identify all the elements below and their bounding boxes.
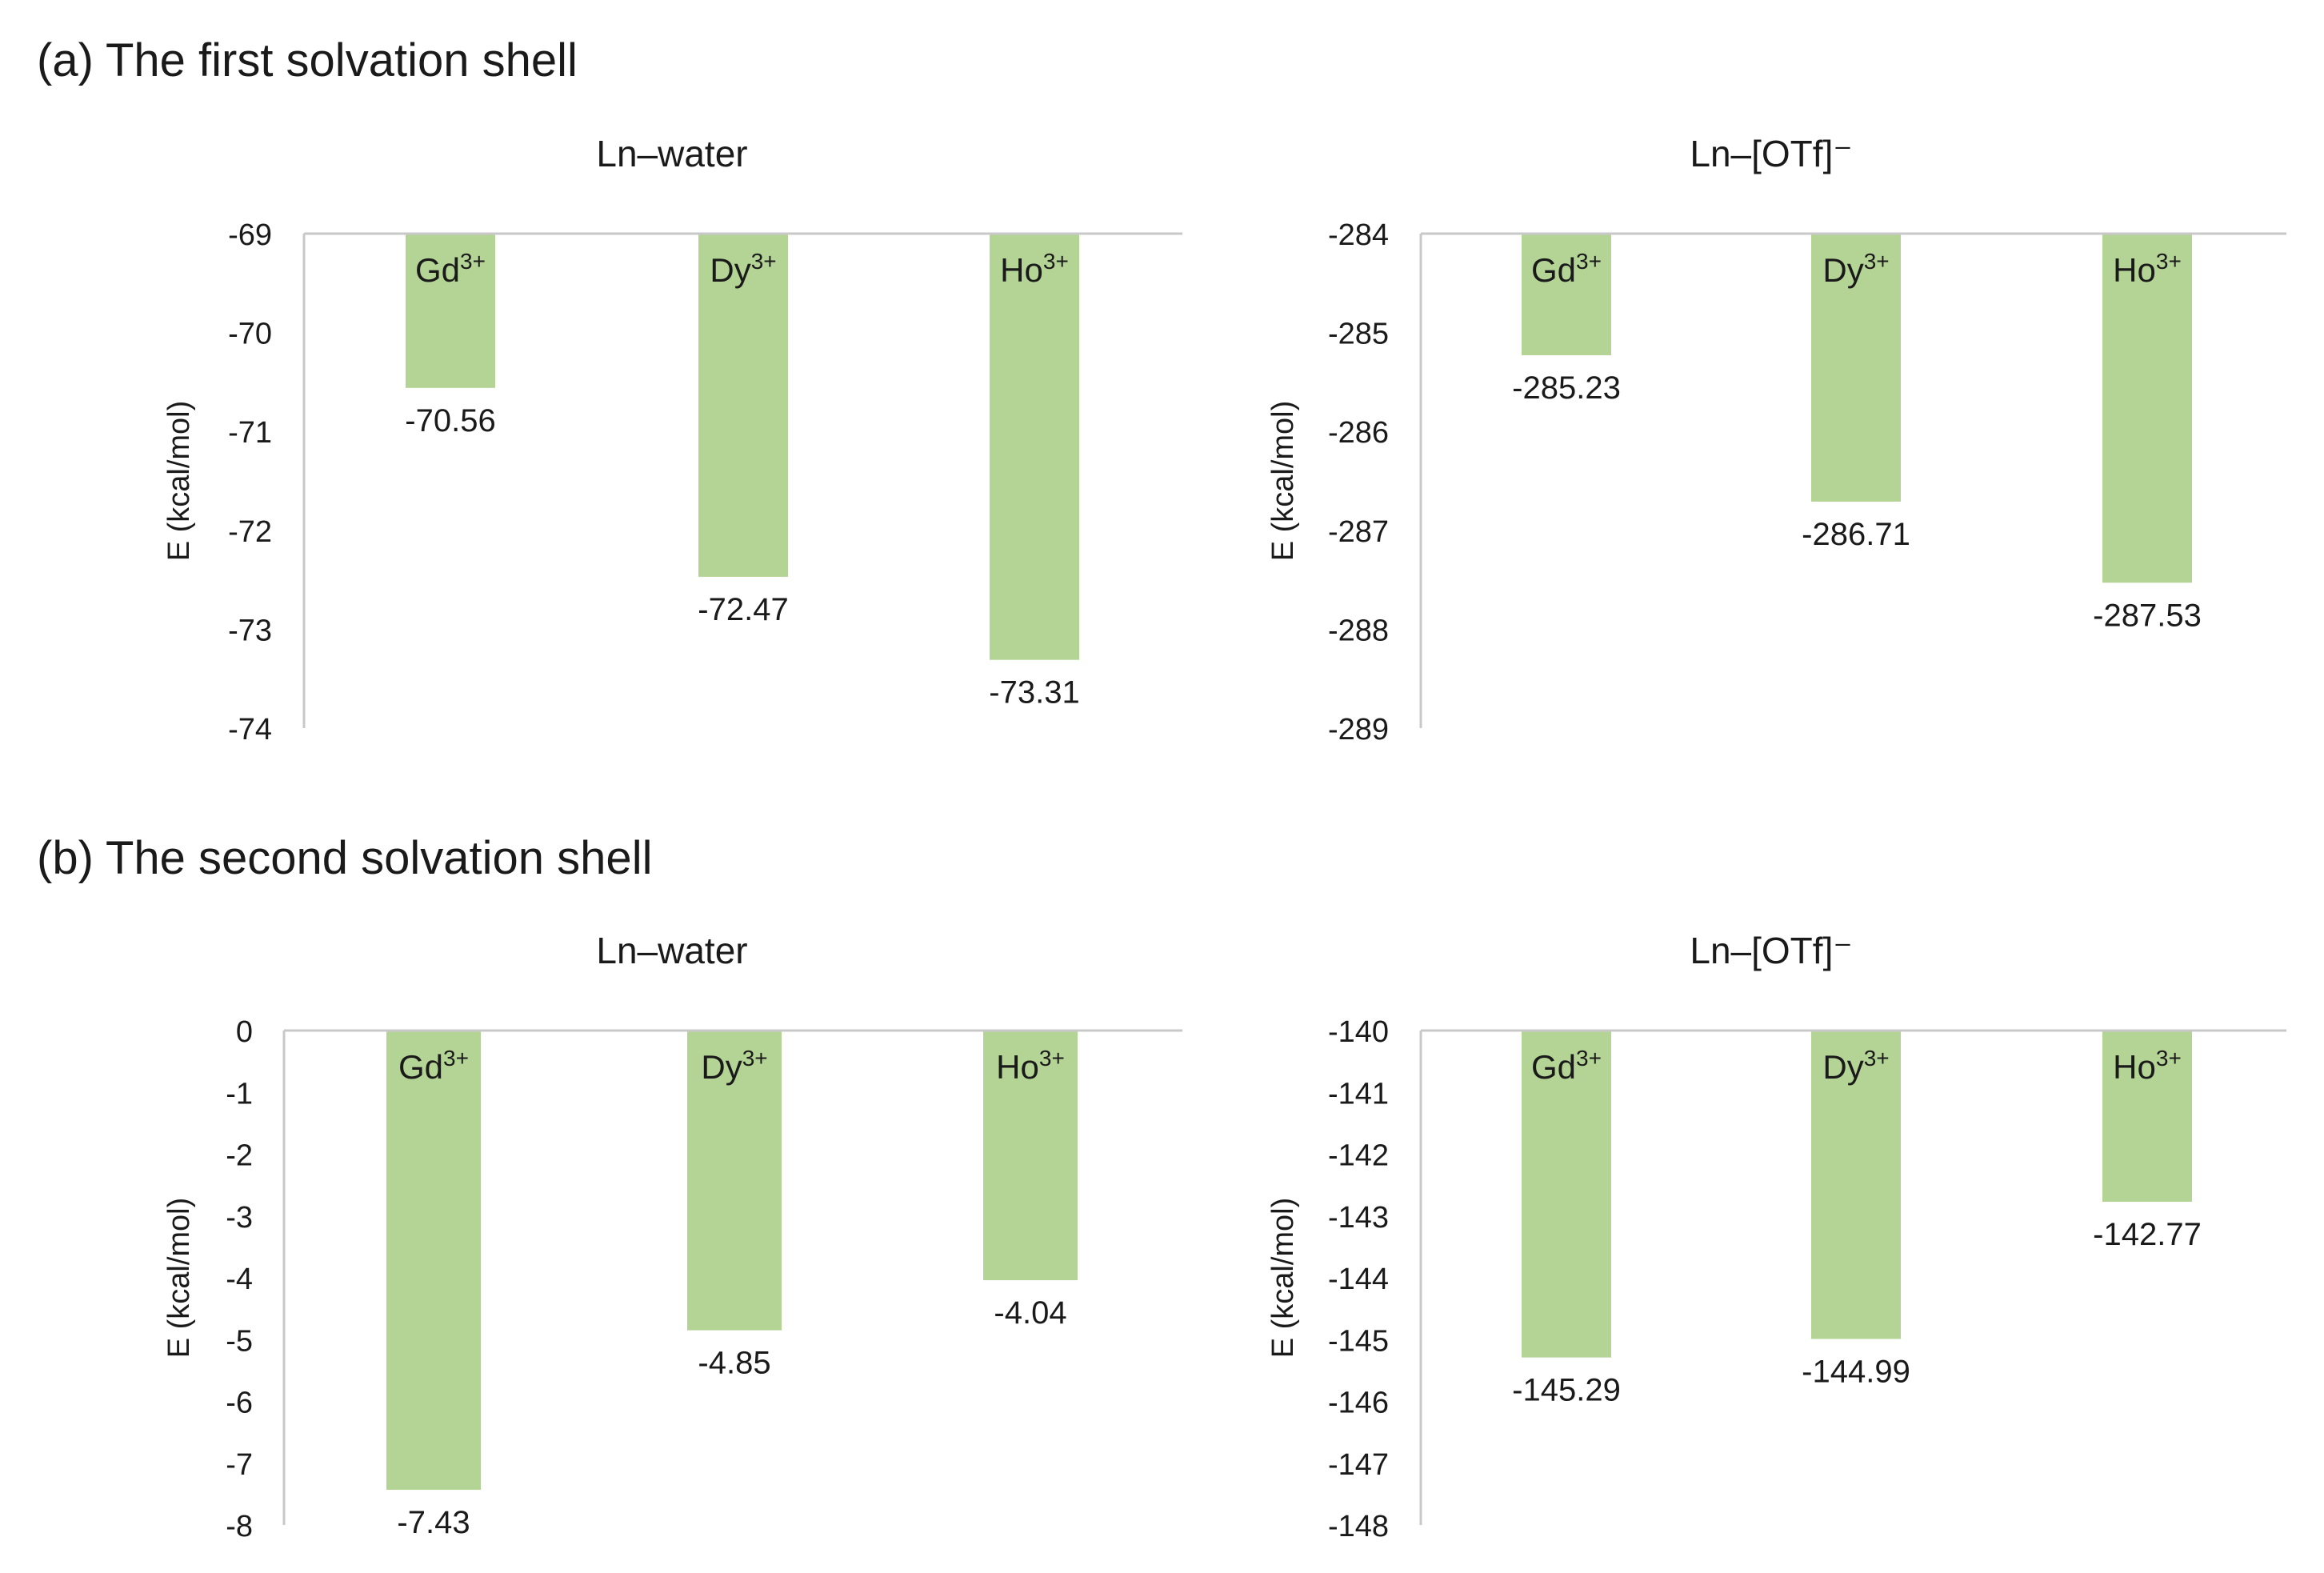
bar xyxy=(1811,1031,1901,1339)
y-tick-label: -146 xyxy=(1328,1387,1389,1420)
y-tick-label: -284 xyxy=(1328,218,1389,252)
data-label: -286.71 xyxy=(1802,517,1910,552)
y-tick-label: -7 xyxy=(226,1448,253,1482)
bar xyxy=(1522,1031,1611,1358)
data-label: -4.04 xyxy=(994,1295,1066,1331)
chart-title: Ln–water xyxy=(596,133,747,174)
y-tick-label: -286 xyxy=(1328,416,1389,450)
bar xyxy=(983,1031,1078,1281)
y-tick-label: -145 xyxy=(1328,1324,1389,1358)
chart-title: Ln–[OTf]⁻ xyxy=(1690,133,1852,174)
y-axis-label: E (kcal/mol) xyxy=(1266,401,1300,562)
y-tick-label: -72 xyxy=(228,515,272,549)
data-label: -285.23 xyxy=(1512,370,1621,406)
y-tick-label: -71 xyxy=(228,416,272,450)
category-label: Ho3+ xyxy=(2113,1046,2182,1086)
category-label: Ho3+ xyxy=(996,1046,1065,1086)
y-tick-label: -70 xyxy=(228,318,272,351)
data-label: -142.77 xyxy=(2093,1217,2202,1252)
data-label: -7.43 xyxy=(397,1505,470,1540)
category-label: Dy3+ xyxy=(710,249,776,289)
y-axis-label: E (kcal/mol) xyxy=(162,1198,196,1359)
y-tick-label: -6 xyxy=(226,1387,253,1420)
y-tick-label: -4 xyxy=(226,1263,253,1296)
chart-title: Ln–water xyxy=(596,930,747,971)
bar xyxy=(1522,234,1611,356)
y-tick-label: -74 xyxy=(228,713,272,746)
chart-title: Ln–[OTf]⁻ xyxy=(1690,930,1852,971)
data-label: -72.47 xyxy=(698,592,788,627)
y-tick-label: -148 xyxy=(1328,1510,1389,1543)
y-tick-label: -69 xyxy=(228,218,272,252)
bar xyxy=(698,234,788,577)
y-tick-label: -5 xyxy=(226,1324,253,1358)
category-label: Dy3+ xyxy=(1822,1046,1889,1086)
category-label: Ho3+ xyxy=(2113,249,2182,289)
section-title-b: (b) The second solvation shell xyxy=(37,832,653,884)
data-label: -4.85 xyxy=(698,1346,770,1381)
category-label: Gd3+ xyxy=(1531,249,1602,289)
bar xyxy=(687,1031,782,1331)
chart-1: Ln–water E (kcal/mol) -69 -70 -71 -72 -73 -74 Gd… xyxy=(162,133,1182,746)
y-tick-label: -73 xyxy=(228,614,272,647)
category-label: Gd3+ xyxy=(398,1046,469,1086)
y-tick-label: -147 xyxy=(1328,1448,1389,1482)
y-tick-label: -288 xyxy=(1328,614,1389,647)
category-label: Ho3+ xyxy=(1000,249,1069,289)
bar xyxy=(406,234,495,388)
bar xyxy=(1811,234,1901,502)
data-label: -144.99 xyxy=(1802,1354,1910,1389)
bar xyxy=(990,234,1079,660)
bar xyxy=(2102,234,2192,583)
category-label: Dy3+ xyxy=(1822,249,1889,289)
y-tick-label: -140 xyxy=(1328,1015,1389,1049)
data-label: -73.31 xyxy=(989,675,1079,710)
bar xyxy=(386,1031,481,1490)
y-tick-label: -3 xyxy=(226,1201,253,1235)
data-label: -145.29 xyxy=(1512,1373,1621,1408)
chart-3: Ln–water E (kcal/mol) 0 -1 -2 -3 -4 -5 -6 -7 -8 Gd3… xyxy=(162,930,1182,1543)
y-tick-label: -144 xyxy=(1328,1263,1389,1296)
y-tick-label: -8 xyxy=(226,1510,253,1543)
category-label: Dy3+ xyxy=(701,1046,767,1086)
y-tick-label: -289 xyxy=(1328,713,1389,746)
y-tick-label: -285 xyxy=(1328,318,1389,351)
data-label: -70.56 xyxy=(405,403,495,438)
chart-4: Ln–[OTf]⁻ E (kcal/mol) -140 -141 -142 -143 -14… xyxy=(1266,930,2286,1543)
y-axis-label: E (kcal/mol) xyxy=(1266,1198,1300,1359)
chart-2: Ln–[OTf]⁻ E (kcal/mol) -284 -285 -286 -287 -28… xyxy=(1266,133,2286,746)
y-tick-label: -142 xyxy=(1328,1139,1389,1173)
y-tick-label: -2 xyxy=(226,1139,253,1173)
category-label: Gd3+ xyxy=(1531,1046,1602,1086)
y-tick-label: -1 xyxy=(226,1077,253,1111)
y-tick-label: -287 xyxy=(1328,515,1389,549)
y-tick-label: 0 xyxy=(236,1015,253,1049)
section-title-a: (a) The first solvation shell xyxy=(37,34,578,86)
y-tick-label: -141 xyxy=(1328,1077,1389,1111)
data-label: -287.53 xyxy=(2093,598,2202,633)
y-tick-label: -143 xyxy=(1328,1201,1389,1235)
y-axis-label: E (kcal/mol) xyxy=(162,401,196,562)
category-label: Gd3+ xyxy=(415,249,486,289)
bar xyxy=(2102,1031,2192,1202)
